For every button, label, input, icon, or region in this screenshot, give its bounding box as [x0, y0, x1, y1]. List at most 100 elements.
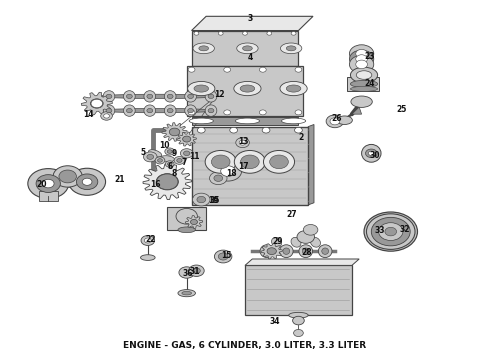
Polygon shape — [185, 216, 203, 228]
Circle shape — [326, 115, 343, 128]
Circle shape — [53, 166, 82, 187]
Ellipse shape — [178, 289, 196, 297]
Text: 23: 23 — [365, 52, 375, 61]
Circle shape — [243, 32, 247, 35]
Circle shape — [167, 150, 172, 153]
Text: 12: 12 — [214, 90, 224, 99]
Text: 5: 5 — [141, 148, 146, 157]
Circle shape — [28, 168, 69, 198]
Ellipse shape — [99, 94, 216, 99]
Bar — [187, 66, 303, 116]
Text: 27: 27 — [287, 210, 297, 219]
Ellipse shape — [281, 118, 306, 124]
Circle shape — [368, 151, 374, 156]
Ellipse shape — [243, 46, 252, 51]
Ellipse shape — [182, 291, 192, 295]
Circle shape — [215, 161, 242, 181]
Circle shape — [165, 148, 174, 155]
Polygon shape — [81, 92, 112, 115]
Ellipse shape — [291, 237, 301, 247]
Ellipse shape — [144, 105, 156, 116]
Ellipse shape — [99, 108, 216, 113]
Bar — [192, 127, 308, 205]
Circle shape — [157, 174, 178, 190]
Circle shape — [174, 157, 185, 165]
Text: 34: 34 — [270, 317, 280, 326]
Text: 32: 32 — [399, 225, 410, 234]
Text: 13: 13 — [238, 138, 249, 147]
Circle shape — [262, 127, 270, 133]
Bar — [347, 77, 379, 91]
Circle shape — [239, 140, 246, 145]
Circle shape — [165, 161, 174, 167]
Circle shape — [205, 150, 236, 173]
Ellipse shape — [280, 81, 307, 96]
Ellipse shape — [350, 86, 378, 91]
Text: 29: 29 — [272, 237, 283, 246]
Circle shape — [270, 155, 288, 169]
Ellipse shape — [185, 105, 196, 116]
Text: 17: 17 — [238, 162, 248, 171]
Circle shape — [59, 170, 76, 183]
Ellipse shape — [311, 237, 320, 247]
Ellipse shape — [164, 91, 176, 102]
Ellipse shape — [240, 85, 255, 92]
Bar — [192, 31, 298, 66]
Text: 36: 36 — [183, 269, 194, 278]
Ellipse shape — [350, 67, 378, 83]
Ellipse shape — [283, 248, 290, 255]
Ellipse shape — [237, 43, 258, 54]
Bar — [167, 207, 206, 230]
Text: 8: 8 — [172, 169, 177, 178]
Ellipse shape — [164, 105, 176, 116]
Circle shape — [170, 128, 180, 136]
Polygon shape — [192, 16, 313, 31]
Text: ENGINE - GAS, 6 CYLINDER, 3.0 LITER, 3.3 LITER: ENGINE - GAS, 6 CYLINDER, 3.0 LITER, 3.3… — [123, 341, 367, 350]
Ellipse shape — [264, 248, 270, 255]
Circle shape — [144, 152, 157, 162]
Text: 15: 15 — [221, 251, 232, 260]
Ellipse shape — [167, 108, 173, 113]
Ellipse shape — [235, 118, 260, 124]
Circle shape — [293, 316, 304, 325]
Ellipse shape — [188, 94, 194, 99]
Ellipse shape — [260, 245, 273, 257]
Polygon shape — [352, 107, 362, 114]
Ellipse shape — [126, 94, 132, 99]
Circle shape — [297, 230, 315, 243]
Circle shape — [69, 168, 105, 195]
Circle shape — [303, 225, 318, 235]
Circle shape — [218, 32, 223, 35]
Circle shape — [156, 174, 178, 190]
Ellipse shape — [322, 248, 329, 255]
Ellipse shape — [318, 245, 332, 257]
Circle shape — [294, 329, 303, 337]
Circle shape — [184, 151, 190, 156]
Ellipse shape — [103, 91, 115, 102]
Circle shape — [91, 99, 103, 108]
Circle shape — [76, 174, 98, 190]
Text: 10: 10 — [160, 141, 170, 150]
Text: 20: 20 — [37, 180, 47, 189]
Circle shape — [230, 127, 238, 133]
Text: 9: 9 — [172, 149, 177, 158]
Ellipse shape — [106, 94, 112, 99]
Circle shape — [103, 114, 109, 118]
Circle shape — [193, 193, 210, 206]
Text: 16: 16 — [150, 180, 161, 189]
Circle shape — [330, 118, 340, 125]
Bar — [245, 265, 352, 315]
Circle shape — [191, 220, 197, 225]
Ellipse shape — [286, 46, 296, 51]
Ellipse shape — [141, 255, 155, 260]
Text: 30: 30 — [369, 151, 380, 160]
Circle shape — [236, 138, 249, 148]
Circle shape — [291, 32, 296, 35]
Circle shape — [349, 50, 374, 68]
Circle shape — [218, 253, 228, 260]
Circle shape — [177, 158, 182, 162]
Circle shape — [180, 149, 193, 158]
Circle shape — [220, 166, 235, 176]
Circle shape — [295, 67, 302, 72]
Ellipse shape — [123, 91, 135, 102]
